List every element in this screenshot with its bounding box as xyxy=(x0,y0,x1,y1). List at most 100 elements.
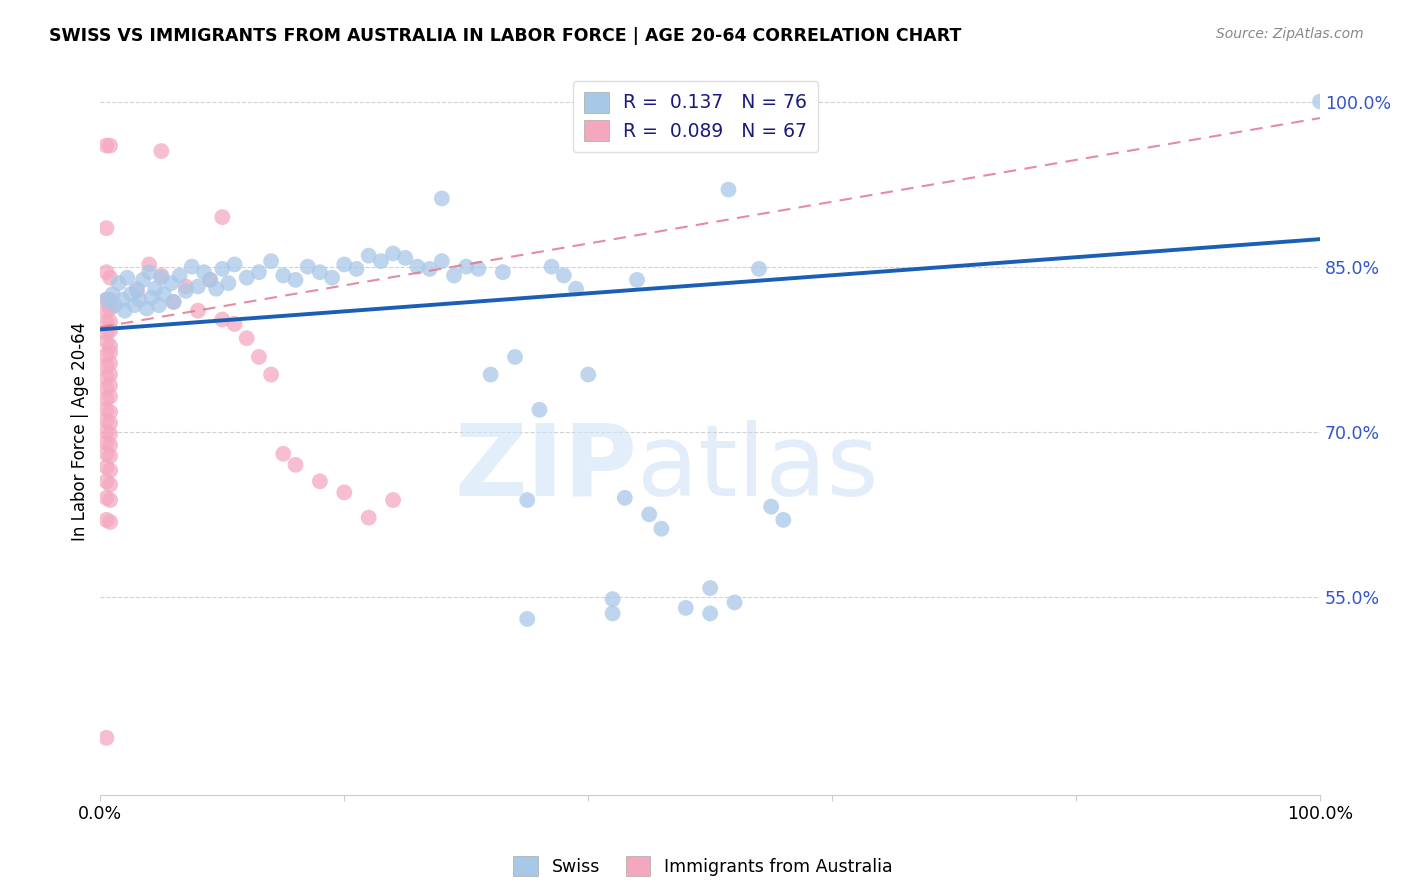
Point xyxy=(271,268,294,283)
Point xyxy=(124,298,146,312)
Point xyxy=(650,522,672,536)
Point xyxy=(169,268,191,283)
Point xyxy=(152,287,174,301)
Point xyxy=(565,282,588,296)
Point xyxy=(430,191,453,205)
Point xyxy=(96,435,118,450)
Point xyxy=(284,273,307,287)
Point xyxy=(717,183,740,197)
Point xyxy=(235,331,257,345)
Point xyxy=(107,276,129,290)
Point xyxy=(96,402,118,417)
Point xyxy=(211,261,233,276)
Point xyxy=(98,293,121,307)
Point xyxy=(96,293,118,307)
Point xyxy=(98,301,121,316)
Point xyxy=(260,254,283,268)
Point xyxy=(96,315,118,329)
Point xyxy=(180,260,202,274)
Point xyxy=(96,414,118,428)
Point xyxy=(128,293,150,307)
Point xyxy=(748,261,770,276)
Point xyxy=(98,493,121,508)
Point xyxy=(98,438,121,452)
Point xyxy=(394,251,416,265)
Point xyxy=(284,458,307,472)
Point xyxy=(138,257,160,271)
Point xyxy=(198,273,221,287)
Point xyxy=(406,260,429,274)
Point xyxy=(479,368,502,382)
Point xyxy=(143,282,166,296)
Text: SWISS VS IMMIGRANTS FROM AUSTRALIA IN LABOR FORCE | AGE 20-64 CORRELATION CHART: SWISS VS IMMIGRANTS FROM AUSTRALIA IN LA… xyxy=(49,27,962,45)
Point xyxy=(198,273,221,287)
Point xyxy=(96,326,118,340)
Point xyxy=(96,381,118,395)
Point xyxy=(357,249,380,263)
Point xyxy=(98,324,121,338)
Point xyxy=(247,350,270,364)
Point xyxy=(370,254,392,268)
Point xyxy=(516,612,538,626)
Point xyxy=(699,607,721,621)
Point xyxy=(723,595,745,609)
Point xyxy=(443,268,465,283)
Point xyxy=(675,601,697,615)
Point xyxy=(626,273,648,287)
Point xyxy=(309,265,332,279)
Point xyxy=(162,294,184,309)
Point xyxy=(98,138,121,153)
Point xyxy=(96,303,118,318)
Point xyxy=(125,284,148,298)
Point xyxy=(309,475,332,489)
Point xyxy=(98,405,121,419)
Point xyxy=(333,485,356,500)
Legend: Swiss, Immigrants from Australia: Swiss, Immigrants from Australia xyxy=(506,849,900,883)
Point xyxy=(138,265,160,279)
Point xyxy=(602,607,624,621)
Point xyxy=(187,303,209,318)
Point xyxy=(96,369,118,384)
Point xyxy=(205,282,228,296)
Point xyxy=(150,270,173,285)
Point xyxy=(576,368,599,382)
Point xyxy=(96,221,118,235)
Point xyxy=(98,357,121,371)
Point xyxy=(98,315,121,329)
Y-axis label: In Labor Force | Age 20-64: In Labor Force | Age 20-64 xyxy=(72,322,89,541)
Point xyxy=(217,276,239,290)
Point xyxy=(98,339,121,353)
Point xyxy=(224,317,246,331)
Point xyxy=(101,287,124,301)
Point xyxy=(699,581,721,595)
Point xyxy=(115,270,138,285)
Point xyxy=(357,510,380,524)
Point xyxy=(456,260,478,274)
Point xyxy=(96,475,118,489)
Point xyxy=(150,268,173,283)
Point xyxy=(98,345,121,359)
Point xyxy=(98,368,121,382)
Point xyxy=(96,359,118,373)
Point xyxy=(98,270,121,285)
Text: ZIP: ZIP xyxy=(454,419,637,516)
Point xyxy=(98,477,121,491)
Text: Source: ZipAtlas.com: Source: ZipAtlas.com xyxy=(1216,27,1364,41)
Point xyxy=(772,513,794,527)
Point xyxy=(111,293,134,307)
Point xyxy=(132,273,155,287)
Point xyxy=(382,493,405,508)
Point xyxy=(162,294,184,309)
Point xyxy=(98,390,121,404)
Point xyxy=(247,265,270,279)
Point xyxy=(96,731,118,745)
Point xyxy=(638,508,661,522)
Point xyxy=(613,491,636,505)
Point xyxy=(98,416,121,430)
Point xyxy=(96,392,118,406)
Point xyxy=(540,260,562,274)
Point xyxy=(321,270,343,285)
Point xyxy=(96,348,118,362)
Point xyxy=(602,592,624,607)
Point xyxy=(382,246,405,260)
